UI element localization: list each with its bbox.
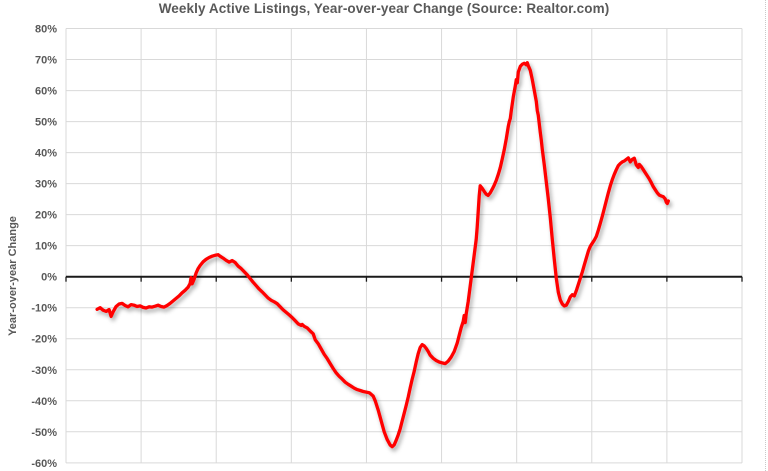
y-tick-label: -10% <box>31 303 57 315</box>
y-tick-label: 20% <box>35 210 57 222</box>
data-series-line <box>95 61 670 449</box>
y-tick-label: -20% <box>31 334 57 346</box>
y-tick-label: -60% <box>31 458 57 470</box>
y-tick-label: 10% <box>35 241 57 253</box>
y-tick-label: 40% <box>35 148 57 160</box>
y-tick-label: 0% <box>41 272 57 284</box>
y-tick-label: 70% <box>35 55 57 67</box>
chart-title: Weekly Active Listings, Year-over-year C… <box>158 1 610 16</box>
y-tick-label: 30% <box>35 179 57 191</box>
y-axis-title: Year-over-year Change <box>7 216 19 336</box>
y-tick-label: 50% <box>35 117 57 129</box>
y-tick-label: -40% <box>31 396 57 408</box>
y-tick-label: -50% <box>31 427 57 439</box>
y-tick-label: 60% <box>35 86 57 98</box>
y-tick-label: 80% <box>35 24 57 36</box>
chart-area-right-border <box>765 0 766 471</box>
y-tick-label: -30% <box>31 365 57 377</box>
